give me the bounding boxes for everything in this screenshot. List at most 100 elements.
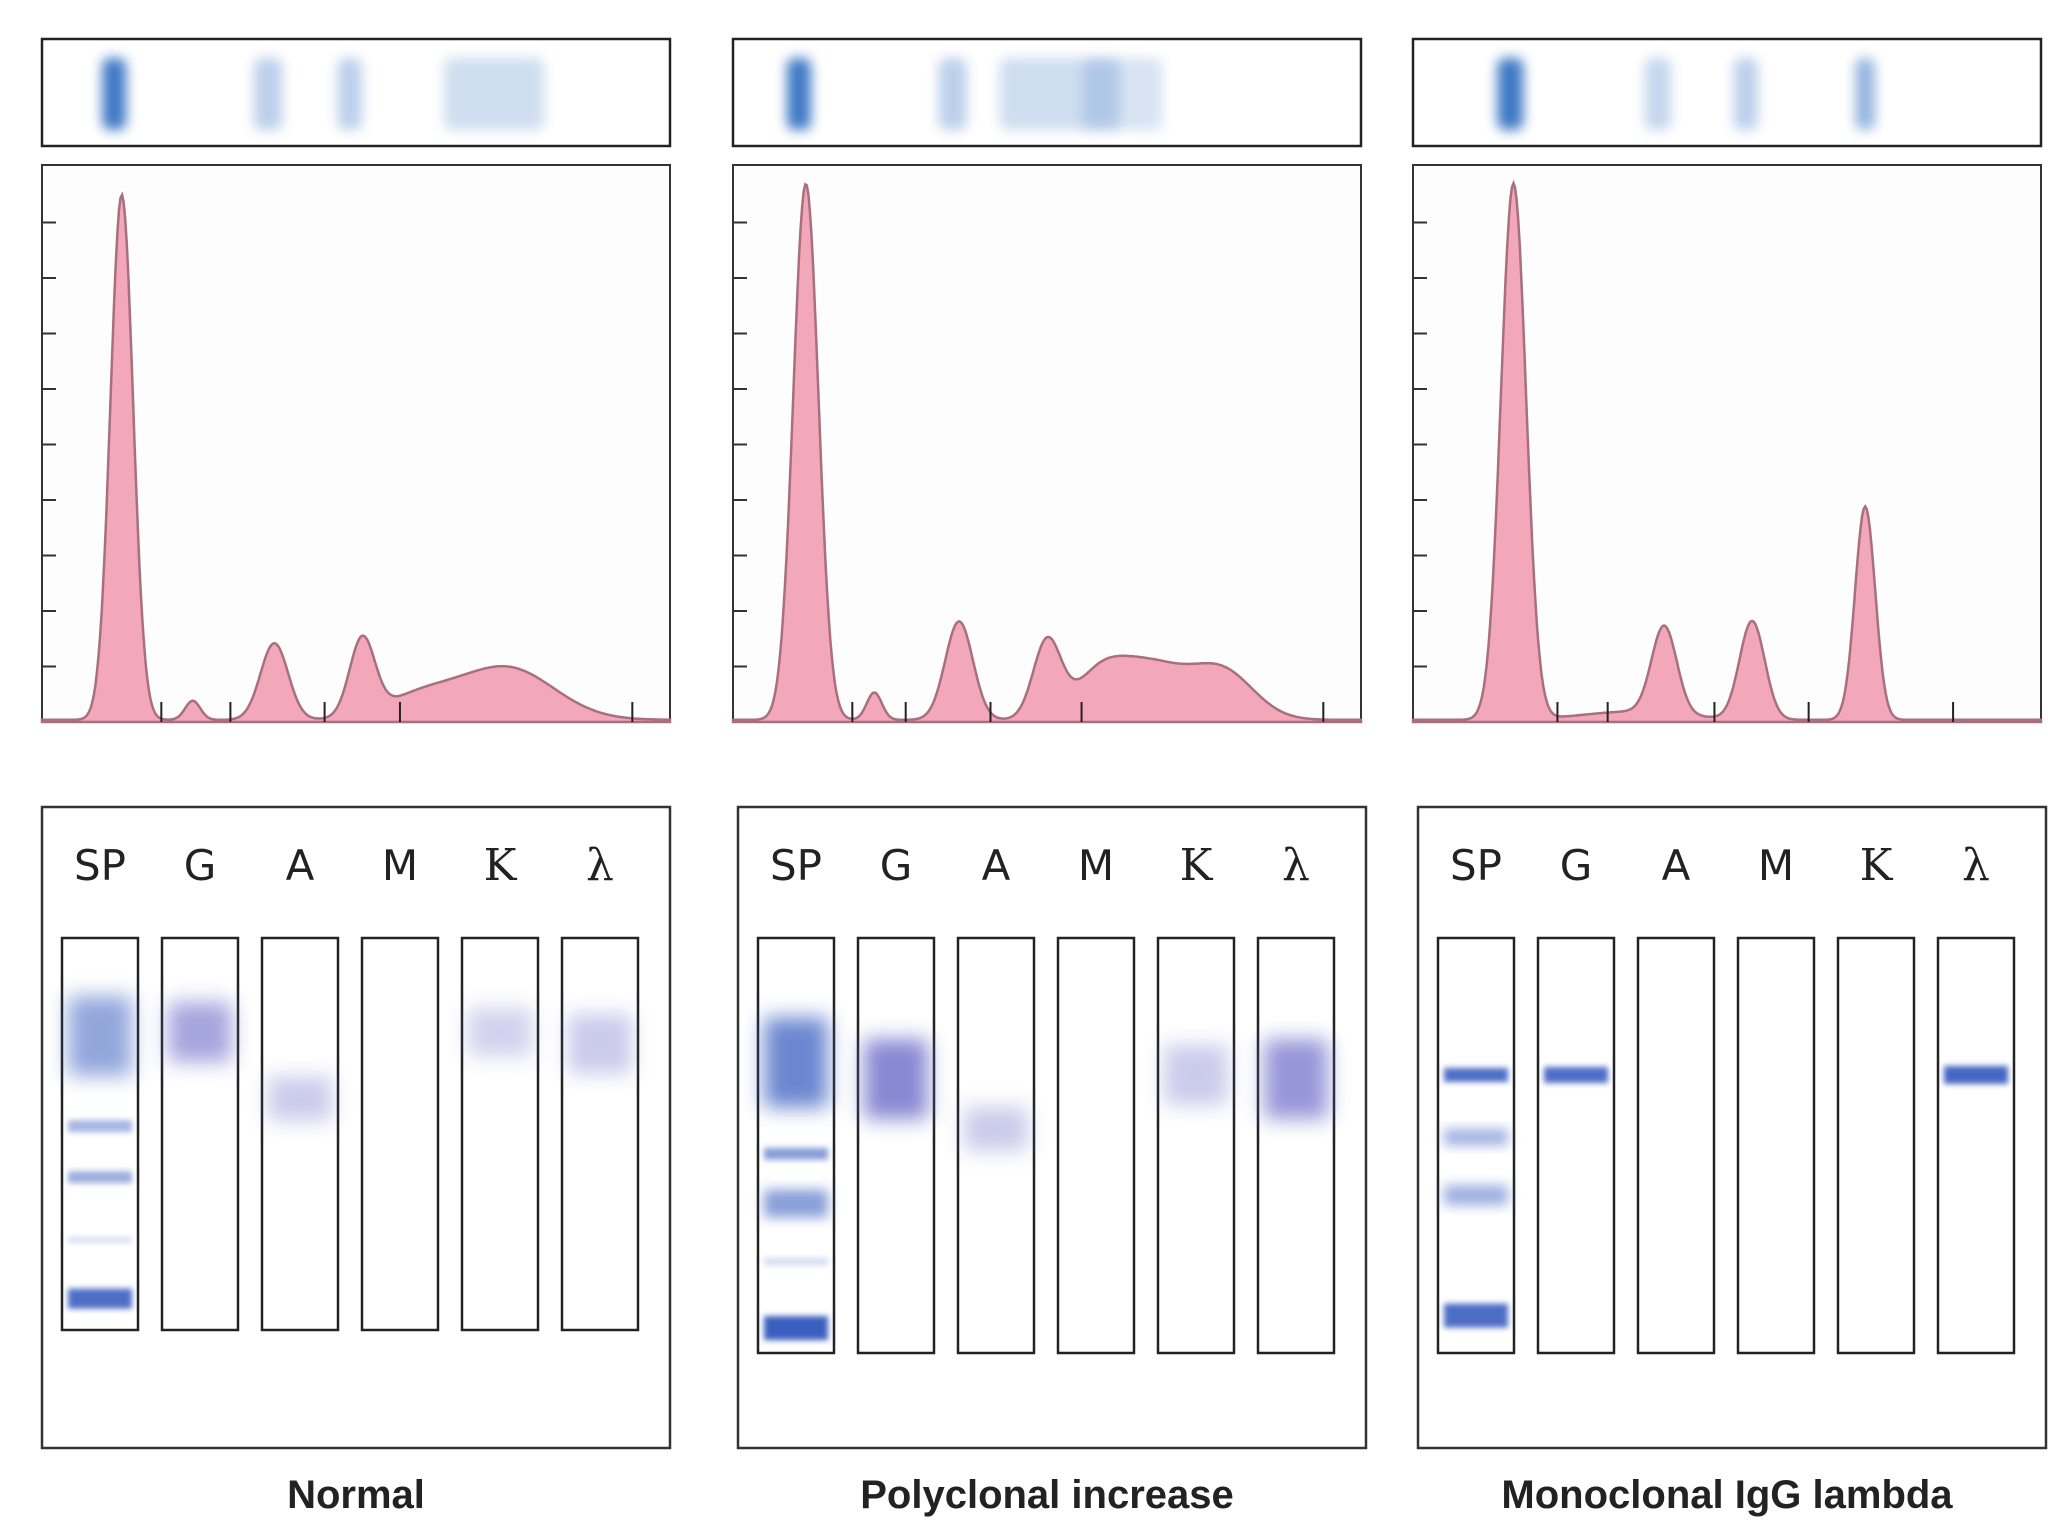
lane-label: SP	[770, 841, 822, 890]
densitometry-plot	[731, 164, 1363, 724]
gel-band	[1544, 1066, 1608, 1083]
panel-caption: Normal	[287, 1473, 425, 1517]
gel-lane	[1936, 936, 2016, 1355]
gel-band	[68, 1171, 132, 1184]
lane-frame	[1936, 936, 2016, 1355]
gel-lane	[856, 936, 936, 1355]
gel-lane	[460, 936, 540, 1332]
electrophoresis-strip	[731, 37, 1363, 148]
gel-band	[764, 1316, 828, 1341]
gel-band	[764, 1257, 828, 1266]
lane-label: M	[382, 841, 418, 890]
plot-frame	[41, 164, 671, 723]
gel-band	[68, 996, 132, 1076]
gel-lane	[360, 936, 440, 1332]
gel-band	[964, 1106, 1028, 1151]
strip-band	[1497, 58, 1524, 130]
strip-band	[1644, 58, 1671, 130]
lane-label: K	[1860, 840, 1894, 891]
lane-label: A	[286, 841, 315, 890]
gel-band	[864, 1039, 928, 1120]
panel-caption: Polyclonal increase	[860, 1473, 1234, 1517]
gel-lane	[756, 936, 836, 1355]
density-curve	[40, 191, 672, 724]
strip-band	[254, 58, 283, 130]
gel-band	[1164, 1044, 1228, 1105]
lane-label: K	[484, 840, 518, 891]
lane-frame	[1436, 936, 1516, 1355]
lane-frame	[460, 936, 540, 1332]
panel-caption: Monoclonal IgG lambda	[1501, 1473, 1953, 1517]
electrophoresis-strip	[1411, 37, 2043, 148]
gel-lane	[160, 936, 240, 1332]
densitometry-plot	[1411, 164, 2043, 724]
strip-band	[786, 58, 811, 130]
lane-frame	[260, 936, 340, 1332]
strip-band	[102, 58, 127, 130]
lane-label: SP	[74, 841, 126, 890]
strip-band	[1733, 58, 1758, 130]
gel-band	[764, 1189, 828, 1218]
gel-band	[1264, 1039, 1328, 1120]
plot-frame	[732, 164, 1362, 723]
lane-frame	[560, 936, 640, 1332]
gel-band	[764, 1017, 828, 1108]
gel-lane	[1256, 936, 1336, 1355]
gel-band	[168, 1002, 232, 1063]
gel-band	[1444, 1185, 1508, 1206]
density-curve	[731, 182, 1363, 724]
lane-label: M	[1758, 841, 1794, 890]
strip-band	[337, 58, 362, 130]
gel-band	[1444, 1303, 1508, 1328]
lane-label: λ	[586, 840, 614, 891]
density-curve	[1411, 179, 2043, 724]
lane-label: G	[184, 841, 217, 890]
gel-lane	[1636, 936, 1716, 1355]
lane-frame	[1056, 936, 1136, 1355]
lane-label: A	[982, 841, 1011, 890]
strip-band	[938, 58, 967, 130]
gel-band	[68, 1236, 132, 1243]
lane-label: M	[1078, 841, 1114, 890]
lane-frame	[1156, 936, 1236, 1355]
gel-lane	[1536, 936, 1616, 1355]
lane-label: A	[1662, 841, 1691, 890]
lane-label: K	[1180, 840, 1214, 891]
gel-lane	[956, 936, 1036, 1355]
gel-band	[68, 1288, 132, 1309]
lane-label: G	[880, 841, 913, 890]
lane-label: λ	[1282, 840, 1310, 891]
lane-frame	[360, 936, 440, 1332]
lane-frame	[1536, 936, 1616, 1355]
strip-band	[1855, 58, 1876, 130]
lane-label: G	[1560, 841, 1593, 890]
lane-frame	[1736, 936, 1816, 1355]
gel-band	[68, 1120, 132, 1133]
densitometry-plot	[40, 164, 672, 724]
lane-frame	[1836, 936, 1916, 1355]
lane-frame	[1256, 936, 1336, 1355]
lane-label: λ	[1962, 840, 1990, 891]
strip-band	[444, 58, 545, 130]
lane-label: SP	[1450, 841, 1502, 890]
gel-band	[1444, 1067, 1508, 1082]
gel-lane	[1836, 936, 1916, 1355]
strip-band	[1082, 58, 1163, 130]
gel-lane	[1736, 936, 1816, 1355]
gel-band	[268, 1076, 332, 1121]
gel-band	[568, 1013, 632, 1074]
gel-band	[1444, 1129, 1508, 1146]
lane-frame	[1636, 936, 1716, 1355]
electrophoresis-strip	[40, 37, 672, 148]
gel-lane	[1056, 936, 1136, 1355]
gel-lane	[60, 936, 140, 1332]
gel-band	[1944, 1065, 2008, 1084]
lane-frame	[856, 936, 936, 1355]
gel-lane	[560, 936, 640, 1332]
gel-band	[764, 1147, 828, 1160]
